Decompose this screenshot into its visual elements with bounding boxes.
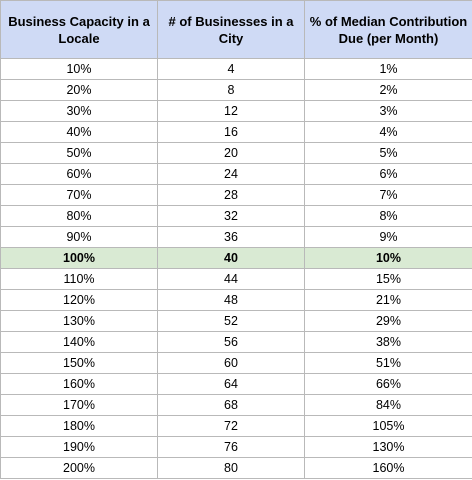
table-row: 120% 48 21% bbox=[0, 289, 472, 311]
table-row: 70% 28 7% bbox=[0, 184, 472, 206]
cell-capacity: 50% bbox=[0, 142, 158, 164]
cell-capacity: 160% bbox=[0, 373, 158, 395]
cell-contribution: 15% bbox=[304, 268, 472, 290]
cell-contribution: 10% bbox=[304, 247, 472, 269]
cell-capacity: 150% bbox=[0, 352, 158, 374]
cell-contribution: 6% bbox=[304, 163, 472, 185]
cell-capacity: 70% bbox=[0, 184, 158, 206]
header-business-capacity: Business Capacity in a Locale bbox=[0, 0, 158, 59]
cell-contribution: 105% bbox=[304, 415, 472, 437]
cell-business-count: 52 bbox=[157, 310, 305, 332]
cell-capacity: 110% bbox=[0, 268, 158, 290]
cell-contribution: 21% bbox=[304, 289, 472, 311]
cell-business-count: 56 bbox=[157, 331, 305, 353]
cell-business-count: 48 bbox=[157, 289, 305, 311]
table-row: 20% 8 2% bbox=[0, 79, 472, 101]
cell-contribution: 1% bbox=[304, 58, 472, 80]
cell-contribution: 3% bbox=[304, 100, 472, 122]
table-row: 130% 52 29% bbox=[0, 310, 472, 332]
cell-business-count: 68 bbox=[157, 394, 305, 416]
cell-business-count: 32 bbox=[157, 205, 305, 227]
cell-business-count: 4 bbox=[157, 58, 305, 80]
cell-business-count: 12 bbox=[157, 100, 305, 122]
header-median-contribution: % of Median Contribution Due (per Month) bbox=[304, 0, 472, 59]
cell-capacity: 170% bbox=[0, 394, 158, 416]
cell-contribution: 7% bbox=[304, 184, 472, 206]
cell-business-count: 8 bbox=[157, 79, 305, 101]
cell-capacity: 190% bbox=[0, 436, 158, 458]
cell-contribution: 2% bbox=[304, 79, 472, 101]
header-row: Business Capacity in a Locale # of Busin… bbox=[0, 0, 472, 59]
cell-business-count: 24 bbox=[157, 163, 305, 185]
table-row: 170% 68 84% bbox=[0, 394, 472, 416]
cell-contribution: 130% bbox=[304, 436, 472, 458]
table-row: 60% 24 6% bbox=[0, 163, 472, 185]
table-row: 150% 60 51% bbox=[0, 352, 472, 374]
cell-capacity: 60% bbox=[0, 163, 158, 185]
cell-business-count: 64 bbox=[157, 373, 305, 395]
cell-contribution: 160% bbox=[304, 457, 472, 479]
cell-capacity: 140% bbox=[0, 331, 158, 353]
cell-capacity: 40% bbox=[0, 121, 158, 143]
cell-capacity: 200% bbox=[0, 457, 158, 479]
cell-contribution: 66% bbox=[304, 373, 472, 395]
table-row: 190% 76 130% bbox=[0, 436, 472, 458]
cell-business-count: 20 bbox=[157, 142, 305, 164]
table-row: 40% 16 4% bbox=[0, 121, 472, 143]
table-row: 110% 44 15% bbox=[0, 268, 472, 290]
cell-business-count: 44 bbox=[157, 268, 305, 290]
cell-contribution: 51% bbox=[304, 352, 472, 374]
table-row: 80% 32 8% bbox=[0, 205, 472, 227]
cell-capacity: 120% bbox=[0, 289, 158, 311]
cell-business-count: 72 bbox=[157, 415, 305, 437]
cell-capacity: 20% bbox=[0, 79, 158, 101]
cell-capacity: 130% bbox=[0, 310, 158, 332]
table-row: 140% 56 38% bbox=[0, 331, 472, 353]
table-row: 180% 72 105% bbox=[0, 415, 472, 437]
cell-contribution: 8% bbox=[304, 205, 472, 227]
cell-contribution: 5% bbox=[304, 142, 472, 164]
table-row: 200% 80 160% bbox=[0, 457, 472, 479]
cell-business-count: 60 bbox=[157, 352, 305, 374]
cell-contribution: 38% bbox=[304, 331, 472, 353]
cell-contribution: 29% bbox=[304, 310, 472, 332]
cell-contribution: 84% bbox=[304, 394, 472, 416]
cell-contribution: 9% bbox=[304, 226, 472, 248]
table-body: 10% 4 1% 20% 8 2% 30% 12 3% 40% 16 4% 50% 20 5% 60% 24 6%… bbox=[0, 58, 472, 479]
table-row: 160% 64 66% bbox=[0, 373, 472, 395]
header-business-count: # of Businesses in a City bbox=[157, 0, 305, 59]
cell-business-count: 80 bbox=[157, 457, 305, 479]
cell-capacity: 180% bbox=[0, 415, 158, 437]
cell-capacity: 90% bbox=[0, 226, 158, 248]
cell-business-count: 76 bbox=[157, 436, 305, 458]
cell-contribution: 4% bbox=[304, 121, 472, 143]
table-row-highlighted: 100% 40 10% bbox=[0, 247, 472, 269]
cell-business-count: 40 bbox=[157, 247, 305, 269]
cell-capacity: 100% bbox=[0, 247, 158, 269]
cell-business-count: 36 bbox=[157, 226, 305, 248]
table-row: 50% 20 5% bbox=[0, 142, 472, 164]
cell-business-count: 16 bbox=[157, 121, 305, 143]
cell-capacity: 80% bbox=[0, 205, 158, 227]
table-row: 90% 36 9% bbox=[0, 226, 472, 248]
table-row: 30% 12 3% bbox=[0, 100, 472, 122]
cell-business-count: 28 bbox=[157, 184, 305, 206]
cell-capacity: 30% bbox=[0, 100, 158, 122]
table-row: 10% 4 1% bbox=[0, 58, 472, 80]
cell-capacity: 10% bbox=[0, 58, 158, 80]
